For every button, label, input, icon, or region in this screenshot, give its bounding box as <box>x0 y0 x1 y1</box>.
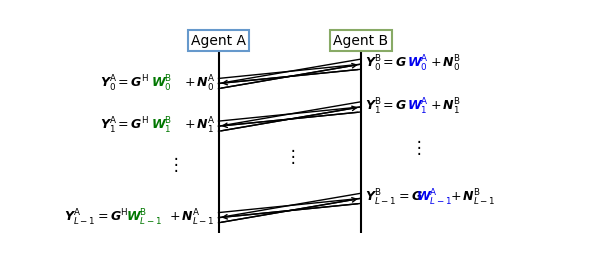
Text: $\boldsymbol{W}_{0}^{\mathrm{A}}$: $\boldsymbol{W}_{0}^{\mathrm{A}}$ <box>407 54 429 74</box>
Text: $+\,\boldsymbol{N}_{0}^{\mathrm{A}}$: $+\,\boldsymbol{N}_{0}^{\mathrm{A}}$ <box>184 73 215 93</box>
Text: $\vdots$: $\vdots$ <box>167 155 178 174</box>
Text: $+\,\boldsymbol{N}_{1}^{\mathrm{B}}$: $+\,\boldsymbol{N}_{1}^{\mathrm{B}}$ <box>430 97 461 117</box>
Text: $\boldsymbol{Y}_{0}^{\mathrm{A}}=\boldsymbol{G}^{\mathrm{H}}$: $\boldsymbol{Y}_{0}^{\mathrm{A}}=\boldsy… <box>100 73 149 93</box>
Text: $\boldsymbol{Y}_{L-1}^{\mathrm{A}}=\boldsymbol{G}^{\mathrm{H}}$: $\boldsymbol{Y}_{L-1}^{\mathrm{A}}=\bold… <box>63 208 128 228</box>
Text: $\boldsymbol{Y}_{1}^{\mathrm{B}}=\boldsymbol{G}$: $\boldsymbol{Y}_{1}^{\mathrm{B}}=\boldsy… <box>365 97 408 117</box>
Text: Agent A: Agent A <box>191 34 246 48</box>
Text: $\vdots$: $\vdots$ <box>410 138 422 157</box>
Text: $\boldsymbol{W}_{L-1}^{\mathrm{B}}$: $\boldsymbol{W}_{L-1}^{\mathrm{B}}$ <box>126 208 162 228</box>
Text: $\boldsymbol{Y}_{L-1}^{\mathrm{B}}=\boldsymbol{G}$: $\boldsymbol{Y}_{L-1}^{\mathrm{B}}=\bold… <box>365 188 423 208</box>
Text: $+\,\boldsymbol{N}_{L-1}^{\mathrm{B}}$: $+\,\boldsymbol{N}_{L-1}^{\mathrm{B}}$ <box>451 188 496 208</box>
Text: $\boldsymbol{Y}_{1}^{\mathrm{A}}=\boldsymbol{G}^{\mathrm{H}}$: $\boldsymbol{Y}_{1}^{\mathrm{A}}=\boldsy… <box>100 116 149 136</box>
Text: $\boldsymbol{Y}_{0}^{\mathrm{B}}=\boldsymbol{G}$: $\boldsymbol{Y}_{0}^{\mathrm{B}}=\boldsy… <box>365 54 408 74</box>
Text: $+\,\boldsymbol{N}_{L-1}^{\mathrm{A}}$: $+\,\boldsymbol{N}_{L-1}^{\mathrm{A}}$ <box>169 208 215 228</box>
Text: Agent B: Agent B <box>333 34 388 48</box>
Text: $\boldsymbol{W}_{L-1}^{\mathrm{A}}$: $\boldsymbol{W}_{L-1}^{\mathrm{A}}$ <box>416 188 452 208</box>
Text: $\boldsymbol{W}_{1}^{\mathrm{B}}$: $\boldsymbol{W}_{1}^{\mathrm{B}}$ <box>152 116 173 136</box>
Text: $\boldsymbol{W}_{1}^{\mathrm{A}}$: $\boldsymbol{W}_{1}^{\mathrm{A}}$ <box>407 97 429 117</box>
Text: $\boldsymbol{W}_{0}^{\mathrm{B}}$: $\boldsymbol{W}_{0}^{\mathrm{B}}$ <box>152 73 173 93</box>
Text: $+\,\boldsymbol{N}_{1}^{\mathrm{A}}$: $+\,\boldsymbol{N}_{1}^{\mathrm{A}}$ <box>184 116 215 136</box>
Text: $\vdots$: $\vdots$ <box>284 147 295 166</box>
Text: $+\,\boldsymbol{N}_{0}^{\mathrm{B}}$: $+\,\boldsymbol{N}_{0}^{\mathrm{B}}$ <box>430 54 461 74</box>
